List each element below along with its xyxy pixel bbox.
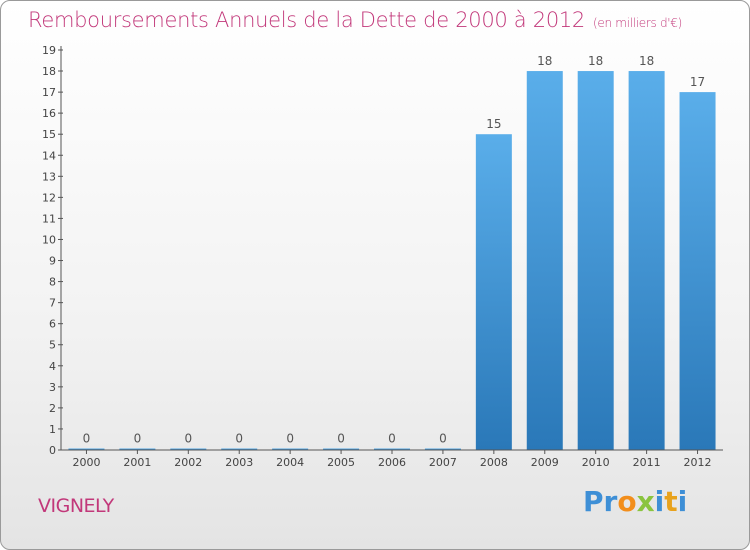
logo-letter: P <box>583 485 604 518</box>
y-tick-label: 12 <box>42 191 56 204</box>
x-tick-label: 2006 <box>378 456 406 469</box>
value-label: 0 <box>337 432 345 446</box>
y-tick-label: 4 <box>49 360 56 373</box>
y-tick-label: 8 <box>49 276 56 289</box>
x-tick-label: 2002 <box>174 456 202 469</box>
chart-unit: (en milliers d'€) <box>593 16 683 30</box>
y-tick-label: 2 <box>49 402 56 415</box>
bar-2009 <box>526 71 563 450</box>
logo-letter: x <box>636 485 655 518</box>
x-tick-label: 2010 <box>582 456 610 469</box>
bar-2004 <box>272 448 309 450</box>
value-label: 0 <box>184 432 192 446</box>
logo-letter: t <box>664 485 678 518</box>
y-tick-label: 16 <box>42 107 56 120</box>
y-tick-label: 6 <box>49 318 56 331</box>
value-label: 18 <box>537 54 552 68</box>
x-tick-label: 2008 <box>480 456 508 469</box>
bar-2003 <box>221 448 258 450</box>
labels-group: 0 2000 0 2001 0 2002 0 2003 0 2004 0 2005 0 2006 0 2007… <box>72 54 711 469</box>
bar-2007 <box>424 448 461 450</box>
commune-name: VIGNELY <box>38 495 114 517</box>
bar-2011 <box>628 71 665 450</box>
bar-2006 <box>374 448 410 450</box>
bar-2002 <box>170 448 207 450</box>
value-label: 18 <box>639 54 654 68</box>
y-tick-label: 14 <box>42 149 56 162</box>
value-label: 0 <box>388 432 396 446</box>
y-tick-label: 9 <box>49 255 56 268</box>
bar-2008 <box>475 134 512 451</box>
logo-letter: r <box>603 485 618 518</box>
y-tick-label: 7 <box>49 297 56 310</box>
bar-2005 <box>323 448 360 450</box>
x-tick-label: 2009 <box>531 456 559 469</box>
y-tick-label: 19 <box>42 44 56 57</box>
y-tick-label: 10 <box>42 233 56 246</box>
value-label: 18 <box>588 54 603 68</box>
chart-title: Remboursements Annuels de la Dette de 20… <box>28 8 682 32</box>
y-tick-label: 3 <box>49 381 56 394</box>
y-tick-label: 18 <box>42 65 56 78</box>
value-label: 15 <box>486 117 501 131</box>
x-tick-label: 2011 <box>633 456 661 469</box>
x-tick-label: 2001 <box>123 456 151 469</box>
x-tick-label: 2007 <box>429 456 457 469</box>
x-tick-label: 2012 <box>684 456 712 469</box>
value-label: 17 <box>690 75 705 89</box>
value-label: 0 <box>439 432 447 446</box>
logo-letter: o <box>617 485 637 518</box>
value-label: 0 <box>134 432 142 446</box>
x-tick-label: 2004 <box>276 456 304 469</box>
x-tick-label: 2005 <box>327 456 355 469</box>
value-label: 0 <box>286 432 294 446</box>
bars-group <box>68 71 716 451</box>
y-tick-label: 1 <box>49 423 56 436</box>
logo-letter: i <box>654 485 665 518</box>
proxiti-logo: Proxiti <box>583 485 687 518</box>
x-tick-label: 2003 <box>225 456 253 469</box>
bar-2001 <box>119 448 156 450</box>
y-tick-label: 0 <box>49 444 56 457</box>
bar-2012 <box>679 92 716 451</box>
y-tick-label: 11 <box>42 212 56 225</box>
bar-2010 <box>577 71 614 450</box>
y-tick-label: 13 <box>42 170 56 183</box>
logo-letter: i <box>677 485 688 518</box>
y-tick-label: 17 <box>42 86 56 99</box>
value-label: 0 <box>83 432 91 446</box>
y-tick-label: 15 <box>42 128 56 141</box>
y-tick-label: 5 <box>49 339 56 352</box>
bar-2000 <box>68 448 105 450</box>
value-label: 0 <box>235 432 243 446</box>
x-tick-label: 2000 <box>72 456 100 469</box>
chart-title-text: Remboursements Annuels de la Dette de 20… <box>28 8 585 32</box>
